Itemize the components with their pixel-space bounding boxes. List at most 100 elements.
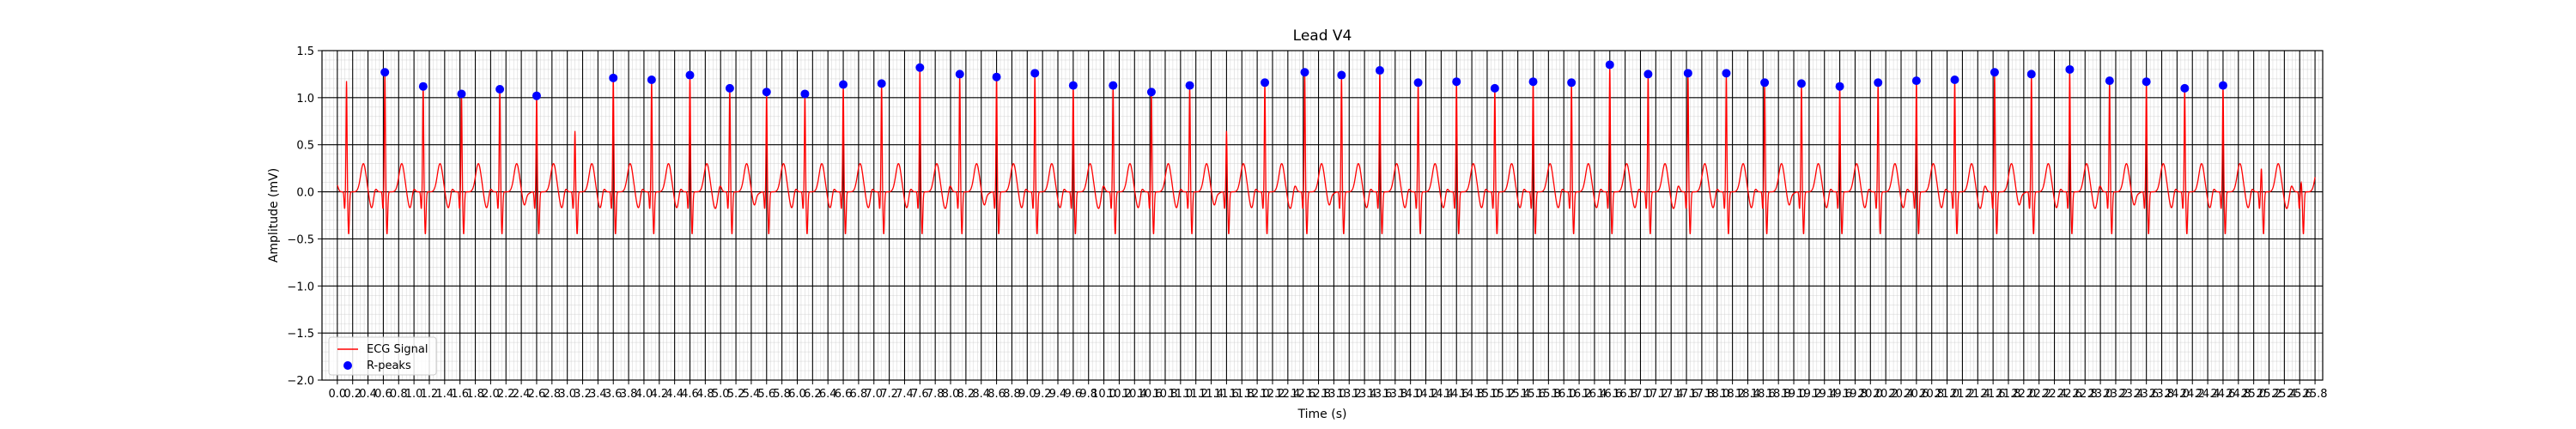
x-tick-label: 16.2 (1567, 388, 1592, 401)
r-peak-point (1796, 79, 1806, 88)
x-tick-label: 12.6 (1291, 388, 1315, 401)
peaks-layer (380, 60, 2227, 100)
x-tick-label: 24.4 (2196, 388, 2221, 401)
r-peak-point (955, 69, 964, 79)
y-tick-label: −2.0 (287, 375, 314, 388)
x-tick-label: 22.8 (2073, 388, 2098, 401)
x-tick-label: 21.2 (1950, 388, 1975, 401)
x-tick-label: 20.2 (1874, 388, 1899, 401)
x-tick-label: 16.6 (1597, 388, 1622, 401)
x-tick-label: 17.2 (1643, 388, 1668, 401)
x-tick-label: 7.0 (865, 388, 883, 401)
x-tick-label: 23.4 (2118, 388, 2143, 401)
x-tick-label: 16.8 (1613, 388, 1637, 401)
x-tick-label: 5.2 (727, 388, 745, 401)
x-tick-label: 8.0 (942, 388, 960, 401)
legend-entry-r-peaks: R-peaks (367, 360, 411, 372)
x-tick-label: 3.0 (558, 388, 576, 401)
x-tick-label: 10.2 (1107, 388, 1132, 401)
x-tick-label: 0.6 (374, 388, 392, 401)
x-tick-label: 3.8 (620, 388, 638, 401)
r-peak-point (800, 89, 810, 99)
x-tick-label: 7.6 (911, 388, 929, 401)
x-tick-label: 20.0 (1858, 388, 1883, 401)
r-peak-point (1722, 69, 1731, 78)
r-peak-point (457, 89, 466, 99)
r-peak-point (685, 70, 695, 80)
r-peak-point (1835, 82, 1844, 91)
r-peak-point (1337, 70, 1346, 80)
r-peak-point (1528, 77, 1538, 87)
r-peak-point (839, 80, 848, 89)
r-peak-point (762, 88, 771, 97)
x-tick-label: 0.2 (343, 388, 361, 401)
x-tick-label: 17.8 (1689, 388, 1714, 401)
r-peak-point (647, 76, 656, 85)
r-peak-point (992, 72, 1001, 82)
r-peak-point (1874, 78, 1883, 88)
x-tick-label: 17.0 (1628, 388, 1653, 401)
x-tick-label: 15.8 (1536, 388, 1561, 401)
r-peak-point (2065, 64, 2075, 74)
x-tick-label: 20.8 (1919, 388, 1944, 401)
x-tick-label: 15.4 (1505, 388, 1530, 401)
r-peak-point (418, 82, 428, 91)
x-tick-label: 25.6 (2287, 388, 2312, 401)
x-tick-label: 17.6 (1674, 388, 1699, 401)
x-tick-label: 22.2 (2026, 388, 2051, 401)
r-peak-point (609, 73, 618, 82)
r-peak-point (2218, 81, 2227, 90)
x-tick-label: 9.4 (1049, 388, 1067, 401)
x-tick-label: 2.4 (513, 388, 531, 401)
x-tick-label: 23.0 (2088, 388, 2113, 401)
x-tick-label: 5.4 (743, 388, 761, 401)
x-tick-label: 18.0 (1704, 388, 1729, 401)
x-tick-label: 1.6 (451, 388, 469, 401)
x-tick-label: 22.6 (2057, 388, 2082, 401)
x-tick-label: 16.0 (1552, 388, 1577, 401)
x-tick-label: 18.6 (1751, 388, 1776, 401)
r-peak-point (2180, 83, 2190, 93)
x-tick-label: 20.4 (1889, 388, 1914, 401)
x-tick-label: 7.2 (880, 388, 898, 401)
x-tick-label: 4.6 (681, 388, 699, 401)
x-tick-label: 1.8 (466, 388, 484, 401)
y-axis-label: Amplitude (mV) (267, 168, 281, 263)
r-peak-point (1452, 77, 1461, 87)
x-tick-label: 2.0 (482, 388, 500, 401)
r-peak-point (1643, 69, 1653, 79)
x-tick-label: 24.0 (2165, 388, 2190, 401)
x-tick-label: 18.4 (1735, 388, 1760, 401)
r-peak-point (915, 63, 925, 72)
r-peak-point (380, 68, 390, 77)
x-tick-label: 19.0 (1782, 388, 1807, 401)
x-tick-label: 8.4 (972, 388, 990, 401)
x-tick-label: 8.2 (957, 388, 975, 401)
x-tick-label: 18.8 (1766, 388, 1791, 401)
x-tick-label: 7.4 (896, 388, 914, 401)
y-axis-ticks: −2.0 −1.5 −1.0 −0.5 0.0 0.5 1.0 1.5 (287, 45, 322, 388)
x-axis-ticks: 0.00.20.40.60.81.01.21.41.61.82.02.22.42… (329, 380, 2328, 401)
r-peak-point (1261, 78, 1270, 88)
r-peak-point (1375, 66, 1384, 76)
r-peak-point (1950, 76, 1959, 85)
x-tick-label: 4.2 (650, 388, 668, 401)
x-tick-label: 9.8 (1079, 388, 1097, 401)
x-tick-label: 25.0 (2241, 388, 2266, 401)
x-tick-label: 15.2 (1490, 388, 1515, 401)
y-tick-label: 1.0 (296, 93, 314, 106)
x-tick-label: 17.4 (1659, 388, 1684, 401)
r-peak-point (2105, 76, 2114, 86)
x-tick-label: 5.8 (773, 388, 791, 401)
x-tick-label: 12.0 (1245, 388, 1270, 401)
x-tick-label: 3.6 (605, 388, 623, 401)
x-tick-label: 21.6 (1981, 388, 2006, 401)
x-tick-label: 3.2 (574, 388, 592, 401)
x-tick-label: 9.0 (1018, 388, 1036, 401)
y-tick-label: −0.5 (287, 233, 314, 246)
x-tick-label: 24.2 (2180, 388, 2205, 401)
x-tick-label: 1.2 (421, 388, 439, 401)
y-tick-label: 0.0 (296, 187, 314, 200)
r-peak-point (1567, 78, 1577, 88)
x-tick-label: 14.0 (1398, 388, 1423, 401)
